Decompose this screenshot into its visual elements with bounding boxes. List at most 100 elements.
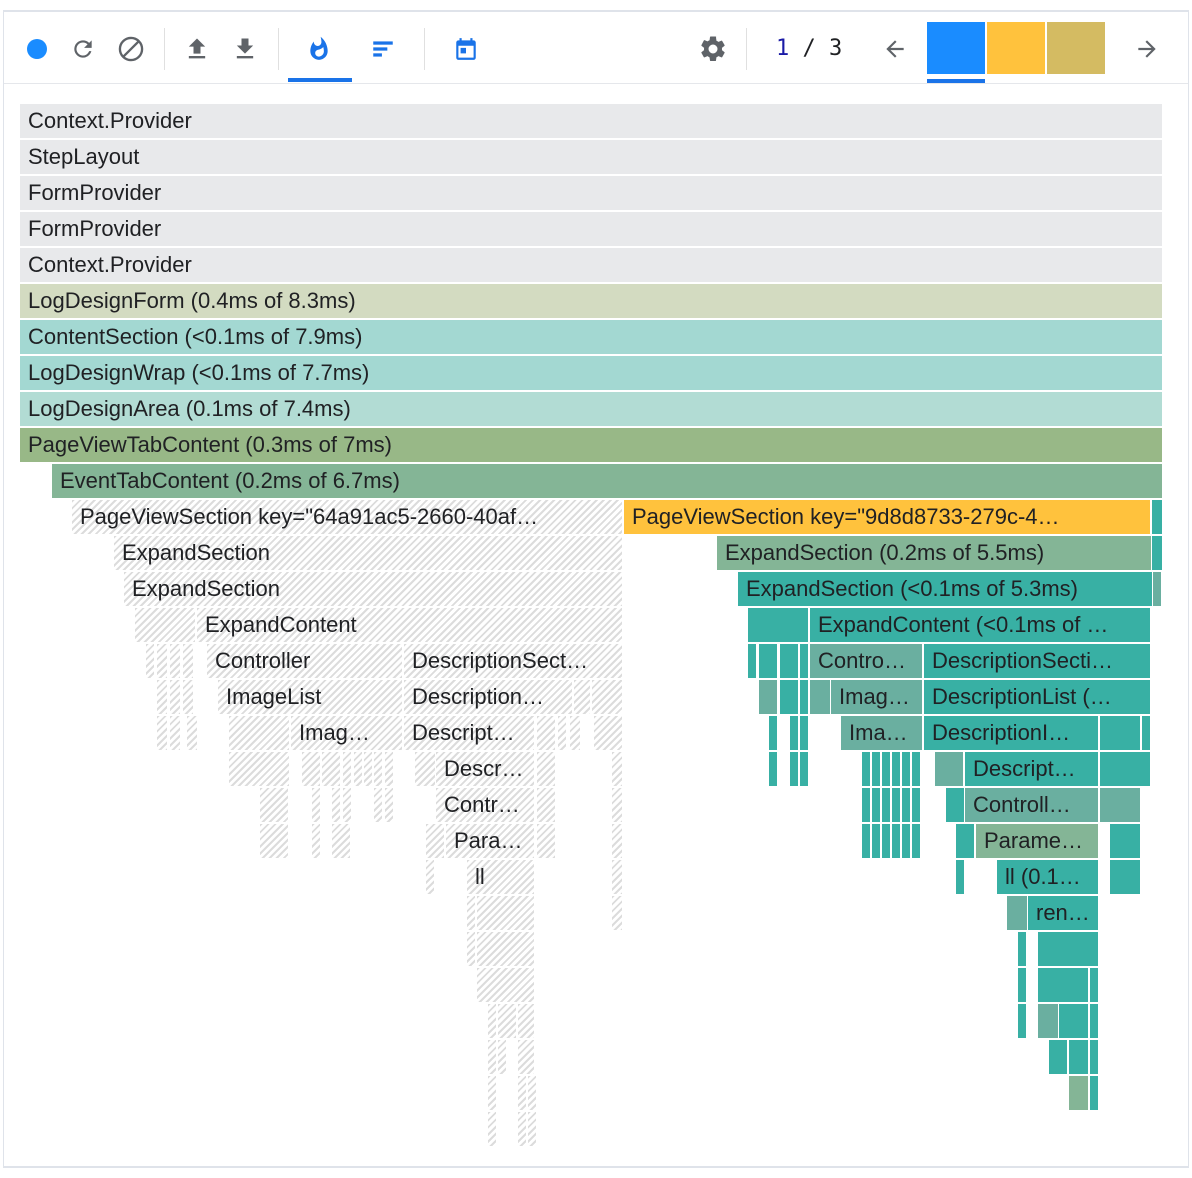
flame-node[interactable]: Context.Provider (20, 104, 1162, 138)
flame-node[interactable] (1110, 824, 1140, 858)
flame-node[interactable] (488, 1004, 496, 1038)
tab-timeline[interactable] (449, 32, 483, 66)
clear-button[interactable] (114, 32, 148, 66)
flame-node[interactable] (570, 716, 580, 750)
flame-node[interactable] (612, 860, 622, 894)
flame-node[interactable]: ren… (1028, 896, 1098, 930)
flame-node[interactable] (1038, 932, 1098, 966)
flame-node[interactable] (1100, 716, 1140, 750)
flame-node[interactable]: ImageList (218, 680, 402, 714)
flame-node[interactable] (312, 788, 320, 822)
flame-node[interactable] (477, 932, 534, 966)
flame-node[interactable] (1049, 1040, 1067, 1074)
flame-node[interactable] (1038, 968, 1088, 1002)
flame-node[interactable] (374, 788, 382, 822)
flame-node[interactable] (1152, 536, 1162, 570)
flame-node[interactable]: StepLayout (20, 140, 1162, 174)
flame-node[interactable] (170, 716, 180, 750)
commit-bar-2[interactable] (987, 22, 1045, 74)
flame-node[interactable]: Para… (446, 824, 534, 858)
flame-node[interactable]: Contr… (436, 788, 534, 822)
flame-node[interactable] (1018, 932, 1026, 966)
flame-node[interactable] (157, 680, 167, 714)
flame-node[interactable] (769, 752, 777, 786)
flame-node[interactable] (477, 968, 534, 1002)
flame-node[interactable] (537, 824, 555, 858)
flame-node[interactable] (612, 752, 622, 786)
flame-node[interactable] (1100, 752, 1150, 786)
flame-node[interactable]: Controller (207, 644, 402, 678)
flame-node[interactable] (537, 716, 555, 750)
flame-node[interactable] (594, 716, 622, 750)
flame-node[interactable] (312, 824, 320, 858)
flame-node[interactable] (528, 1076, 536, 1110)
flame-node[interactable] (364, 752, 372, 786)
flame-node[interactable] (1110, 860, 1140, 894)
flame-node[interactable]: FormProvider (20, 212, 1162, 246)
flame-node[interactable] (183, 680, 193, 714)
flame-node[interactable]: PageViewSection key="64a91ac5-2660-40af… (72, 500, 622, 534)
flame-node[interactable] (488, 1076, 496, 1110)
flame-node[interactable] (467, 896, 475, 930)
flame-node[interactable] (170, 644, 180, 678)
flame-node[interactable] (260, 824, 288, 858)
flame-node[interactable] (862, 752, 922, 786)
flame-node[interactable]: ExpandSection (124, 572, 622, 606)
flame-node[interactable] (183, 644, 193, 678)
flame-node[interactable] (415, 752, 435, 786)
settings-button[interactable] (696, 32, 730, 66)
flame-node[interactable]: Imag… (831, 680, 922, 714)
flame-node[interactable]: Descript… (404, 716, 534, 750)
flame-node[interactable] (800, 680, 808, 714)
flame-node[interactable] (537, 788, 555, 822)
flame-node[interactable] (385, 788, 393, 822)
flame-node[interactable] (354, 752, 362, 786)
flame-node[interactable] (790, 752, 798, 786)
flame-node[interactable] (800, 752, 808, 786)
flame-node[interactable] (1069, 1040, 1088, 1074)
flame-node[interactable] (748, 644, 756, 678)
flame-node[interactable] (302, 752, 320, 786)
flame-node[interactable]: Context.Provider (20, 248, 1162, 282)
flame-node[interactable] (528, 1112, 536, 1146)
flame-node[interactable] (800, 716, 808, 750)
flame-node[interactable] (935, 752, 963, 786)
flame-node[interactable] (612, 788, 622, 822)
flame-node[interactable] (537, 752, 555, 786)
flame-node[interactable] (612, 824, 622, 858)
flame-node[interactable] (374, 752, 382, 786)
commit-bar-1[interactable] (927, 22, 985, 74)
flame-node[interactable] (518, 1112, 526, 1146)
flame-node[interactable] (956, 860, 964, 894)
flame-node[interactable] (800, 644, 808, 678)
flame-node[interactable] (759, 644, 777, 678)
flame-node[interactable] (518, 1004, 534, 1038)
flame-node[interactable] (769, 716, 777, 750)
flame-node[interactable]: Controll… (965, 788, 1098, 822)
flame-node[interactable] (574, 680, 590, 714)
flame-node[interactable]: FormProvider (20, 176, 1162, 210)
previous-commit-button[interactable] (878, 32, 912, 66)
flame-node[interactable] (426, 860, 434, 894)
flame-node[interactable] (1069, 1076, 1088, 1110)
flame-node[interactable]: ExpandSection (0.2ms of 5.5ms) (717, 536, 1151, 570)
flame-node[interactable] (592, 680, 622, 714)
flame-node[interactable]: ll (0.1… (997, 860, 1098, 894)
flame-node[interactable] (518, 1040, 534, 1074)
flame-node[interactable] (1152, 500, 1162, 534)
flame-node[interactable] (135, 608, 195, 642)
commit-bar-3[interactable] (1047, 22, 1105, 74)
flame-node[interactable]: Contro… (810, 644, 922, 678)
flame-node[interactable] (187, 716, 197, 750)
flame-node[interactable]: Imag… (291, 716, 402, 750)
flame-node[interactable]: ExpandSection (<0.1ms of 5.3ms) (738, 572, 1152, 606)
flame-node[interactable] (332, 788, 340, 822)
flame-node[interactable] (322, 752, 340, 786)
flame-node[interactable] (956, 824, 974, 858)
flame-node[interactable]: LogDesignArea (0.1ms of 7.4ms) (20, 392, 1162, 426)
flame-node[interactable] (229, 716, 289, 750)
flame-node[interactable]: ll (467, 860, 534, 894)
flame-node[interactable] (488, 1112, 496, 1146)
flame-node[interactable]: ContentSection (<0.1ms of 7.9ms) (20, 320, 1162, 354)
flame-node[interactable] (612, 896, 622, 930)
